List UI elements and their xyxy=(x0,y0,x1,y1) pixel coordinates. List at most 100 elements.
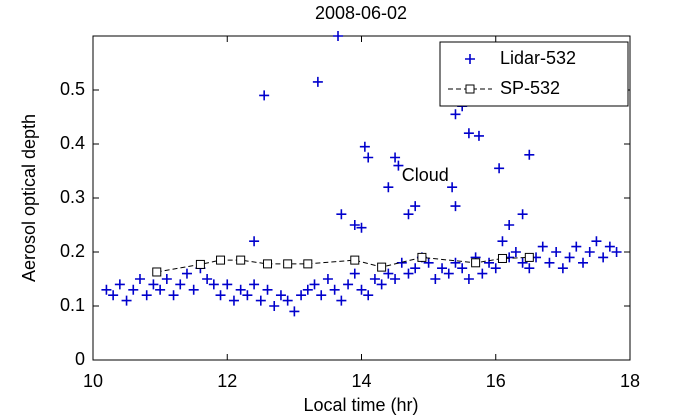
plus-marker xyxy=(551,247,562,257)
plus-marker xyxy=(410,263,421,274)
plus-marker xyxy=(242,290,253,301)
plus-marker xyxy=(494,163,505,174)
plus-marker xyxy=(369,274,380,284)
legend: Lidar-532 SP-532 xyxy=(439,41,629,107)
legend-marker xyxy=(465,84,475,94)
plus-marker xyxy=(571,241,582,252)
plus-marker xyxy=(557,263,568,274)
plus-marker xyxy=(463,128,474,139)
plus-marker xyxy=(322,274,333,284)
plus-marker xyxy=(202,274,213,284)
plus-marker xyxy=(578,257,589,268)
plus-marker xyxy=(168,290,179,301)
plus-marker xyxy=(383,268,394,279)
square-marker xyxy=(497,253,507,263)
plus-marker xyxy=(390,274,401,284)
plus-marker xyxy=(269,301,280,311)
square-marker xyxy=(471,258,481,268)
plus-marker xyxy=(312,76,323,87)
plus-marker xyxy=(128,284,139,295)
plus-marker xyxy=(336,209,347,220)
y-tick-label: 0.3 xyxy=(60,187,85,207)
plus-marker xyxy=(497,236,508,247)
plus-marker xyxy=(447,182,458,193)
plus-marker xyxy=(437,263,448,274)
plus-marker xyxy=(403,268,414,279)
square-marker xyxy=(417,252,427,262)
plus-marker xyxy=(376,279,387,290)
plus-marker xyxy=(450,257,461,268)
square-marker xyxy=(236,255,246,265)
y-tick-label: 0 xyxy=(75,349,85,369)
plus-marker xyxy=(121,295,132,306)
plus-marker xyxy=(333,31,344,41)
plus-marker xyxy=(430,274,441,284)
plus-marker xyxy=(302,284,313,295)
x-axis-label: Local time (hr) xyxy=(303,395,418,415)
plus-marker xyxy=(477,268,488,279)
plus-marker xyxy=(215,290,226,301)
plus-marker xyxy=(611,247,622,257)
plus-marker xyxy=(403,209,414,220)
plus-marker xyxy=(259,90,270,101)
plus-marker xyxy=(524,149,535,160)
plus-marker xyxy=(383,182,394,193)
annotation: Cloud xyxy=(402,165,449,185)
plus-marker xyxy=(604,241,615,252)
y-tick-label: 0.1 xyxy=(60,295,85,315)
plus-marker xyxy=(349,268,360,279)
x-tick-label: 12 xyxy=(217,371,237,391)
plus-marker xyxy=(309,279,320,290)
plus-marker xyxy=(524,263,535,274)
square-marker xyxy=(195,259,205,269)
legend-label: Lidar-532 xyxy=(500,48,576,68)
plus-marker xyxy=(114,279,125,290)
plus-marker xyxy=(141,290,152,301)
plus-marker xyxy=(356,284,367,295)
plus-marker xyxy=(222,279,233,290)
plus-marker xyxy=(564,252,575,263)
plus-marker xyxy=(356,222,367,233)
plus-marker xyxy=(393,160,404,171)
plus-marker xyxy=(255,295,266,306)
plus-marker xyxy=(443,268,454,279)
plus-marker xyxy=(249,236,260,247)
plus-marker xyxy=(591,236,602,247)
plus-marker xyxy=(598,252,609,263)
y-tick-label: 0.2 xyxy=(60,241,85,261)
plus-marker xyxy=(463,274,474,284)
legend-box xyxy=(439,41,629,107)
x-tick-label: 14 xyxy=(351,371,371,391)
x-tick-label: 10 xyxy=(83,371,103,391)
plus-marker xyxy=(343,279,354,290)
plus-marker xyxy=(249,279,260,290)
square-marker xyxy=(152,267,162,277)
x-tick-label: 16 xyxy=(486,371,506,391)
plus-marker xyxy=(329,284,340,295)
plus-marker xyxy=(181,268,192,279)
plus-marker xyxy=(282,295,293,306)
square-marker xyxy=(524,252,534,262)
plus-marker xyxy=(336,295,347,306)
plus-marker xyxy=(208,279,219,290)
plus-marker xyxy=(161,274,172,284)
plus-marker xyxy=(450,201,461,212)
square-marker xyxy=(263,259,273,269)
plus-marker xyxy=(188,284,199,295)
plus-marker xyxy=(504,220,515,230)
plus-marker xyxy=(235,284,246,295)
square-marker xyxy=(377,262,387,272)
plus-marker xyxy=(134,274,145,284)
plus-marker xyxy=(359,141,370,152)
plus-marker xyxy=(584,247,595,257)
plus-marker xyxy=(410,201,421,212)
plus-marker xyxy=(484,257,495,268)
plus-marker xyxy=(262,284,273,295)
plus-marker xyxy=(155,284,166,295)
plus-marker xyxy=(517,209,528,220)
plus-marker xyxy=(423,257,434,268)
plus-marker xyxy=(148,279,159,290)
plus-marker xyxy=(457,263,468,274)
